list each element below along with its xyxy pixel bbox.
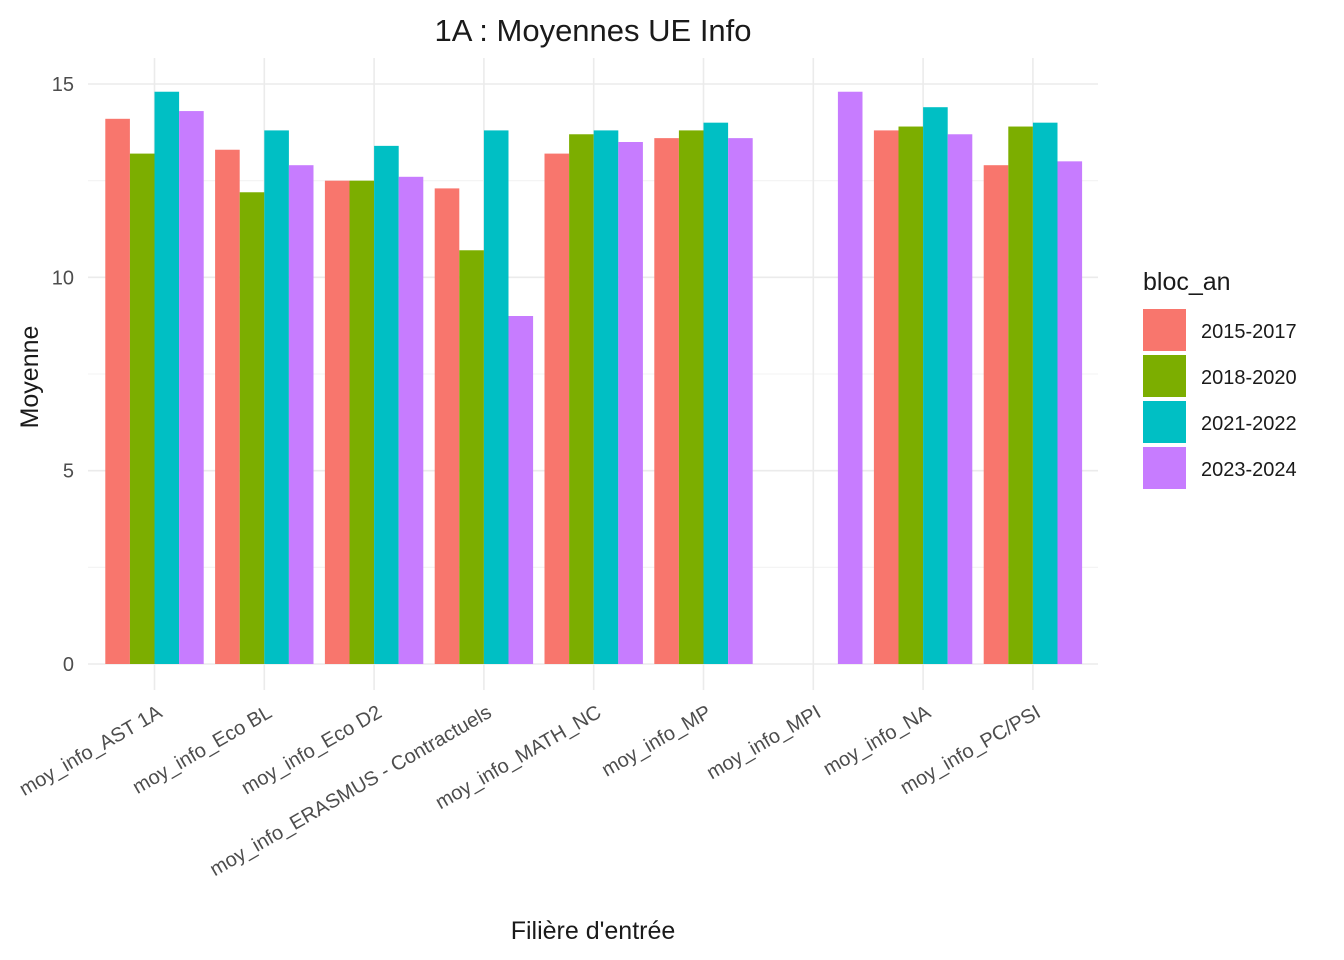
legend-label: 2015-2017 [1201,321,1297,343]
bar: 2021-2022 — moy_info_Eco D2: 13.4 [374,145,399,664]
bars: 2015-2017 — moy_info_AST 1A: 14.1 2015-20… [105,91,1083,665]
bar: 2021-2022 — moy_info_NA: 14.4 [923,107,948,664]
bar: 2023-2024 — moy_info_MP: 13.6 [728,138,753,665]
bar: 2015-2017 — moy_info_ERASMUS - Contractu… [434,188,460,664]
y-tick-label: 5 [63,461,74,483]
bar: 2023-2024 — moy_info_Eco D2: 12.6 [398,176,424,665]
legend-key [1143,447,1186,489]
x-axis-title: Filière d'entrée [511,917,676,945]
bar: 2023-2024 — moy_info_Eco BL: 12.9 [288,165,314,664]
bar: 2023-2024 — moy_info_NA: 13.7 [947,134,973,664]
bar: 2015-2017 — moy_info_MATH_NC: 13.2 [544,153,570,664]
bar: 2021-2022 — moy_info_ERASMUS - Contractu… [483,130,509,664]
legend-key [1143,355,1186,397]
legend: bloc_an 2015-2017 2018-2020 2021-2022 2023-… [1143,268,1297,489]
bar: 2015-2017 — moy_info_Eco D2: 12.5 [324,180,350,664]
bar: 2023-2024 — moy_info_PC/PSI: 13 [1057,161,1083,665]
legend-title: bloc_an [1143,268,1231,296]
bar: 2023-2024 — moy_info_AST 1A: 14.3 [179,111,204,665]
legend-label: 2021-2022 [1201,413,1297,435]
legend-items: 2015-2017 2018-2020 2021-2022 2023-2024 [1143,309,1297,489]
bar: 2015-2017 — moy_info_Eco BL: 13.3 [215,149,240,664]
legend-label: 2018-2020 [1201,367,1297,389]
bar: 2018-2020 — moy_info_ERASMUS - Contractu… [459,250,484,664]
bar: 2018-2020 — moy_info_MATH_NC: 13.7 [569,134,594,664]
x-tick-label: moy_info_MPI [703,701,825,784]
bar: 2015-2017 — moy_info_AST 1A: 14.1 [105,118,130,665]
bar: 2018-2020 — moy_info_MP: 13.8 [678,130,704,664]
bar: 2023-2024 — moy_info_ERASMUS - Contractu… [508,316,534,664]
y-tick-label: 0 [63,654,74,676]
y-tick-label: 10 [52,267,74,289]
bar: 2015-2017 — moy_info_MP: 13.6 [654,138,679,665]
x-tick-label: moy_info_MP [598,701,715,781]
chart-title: 1A : Moyennes UE Info [434,13,751,48]
bar: 2021-2022 — moy_info_MATH_NC: 13.8 [593,130,619,664]
bar: 2018-2020 — moy_info_Eco D2: 12.5 [349,180,375,664]
legend-key [1143,401,1186,443]
y-tick-label: 15 [52,74,74,96]
bar: 2021-2022 — moy_info_Eco BL: 13.8 [264,130,289,664]
bar: 2023-2024 — moy_info_MPI: 14.8 [837,91,863,664]
bar: 2018-2020 — moy_info_AST 1A: 13.2 [129,153,155,664]
bar: 2015-2017 — moy_info_NA: 13.8 [873,130,899,664]
bar: 2021-2022 — moy_info_PC/PSI: 14 [1032,122,1058,664]
bar: 2015-2017 — moy_info_PC/PSI: 12.9 [983,165,1009,664]
bar: 2018-2020 — moy_info_Eco BL: 12.2 [239,192,265,664]
legend-key [1143,309,1186,351]
legend-label: 2023-2024 [1201,459,1297,481]
bar: 2018-2020 — moy_info_NA: 13.9 [898,126,924,665]
bar: 2018-2020 — moy_info_PC/PSI: 13.9 [1008,126,1033,665]
bar: 2023-2024 — moy_info_MATH_NC: 13.5 [618,142,643,664]
y-axis-title: Moyenne [16,326,44,429]
bar: 2021-2022 — moy_info_MP: 14 [703,122,729,664]
y-tick-labels: 0 5 10 15 [52,74,74,676]
bar: 2021-2022 — moy_info_AST 1A: 14.8 [154,91,180,664]
